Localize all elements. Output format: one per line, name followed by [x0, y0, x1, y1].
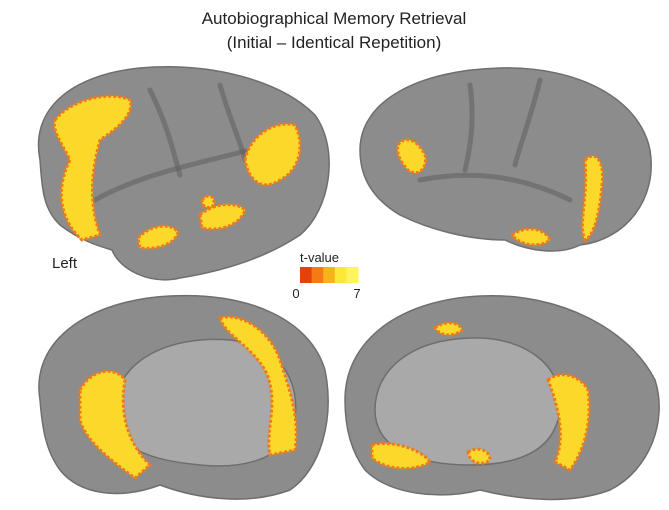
colorbar-swatch: [346, 267, 358, 283]
colorbar-max: 7: [353, 286, 360, 301]
colorbar-swatch: [300, 267, 312, 283]
colorbar-label: t-value: [300, 250, 339, 265]
colorbar-swatch: [323, 267, 335, 283]
colorbar-swatch: [312, 267, 324, 283]
left-medial-brain: [39, 296, 328, 499]
subtitle: (Initial – Identical Repetition): [227, 33, 442, 52]
right-medial-brain: [345, 296, 659, 500]
right-lateral-brain: [360, 68, 651, 251]
title: Autobiographical Memory Retrieval: [202, 9, 467, 28]
hemisphere-label: Left: [52, 255, 78, 272]
colorbar: [300, 267, 359, 283]
figure: Autobiographical Memory Retrieval (Initi…: [0, 0, 669, 510]
colorbar-min: 0: [292, 286, 299, 301]
colorbar-swatch: [335, 267, 347, 283]
left-lateral-brain: [38, 67, 329, 280]
